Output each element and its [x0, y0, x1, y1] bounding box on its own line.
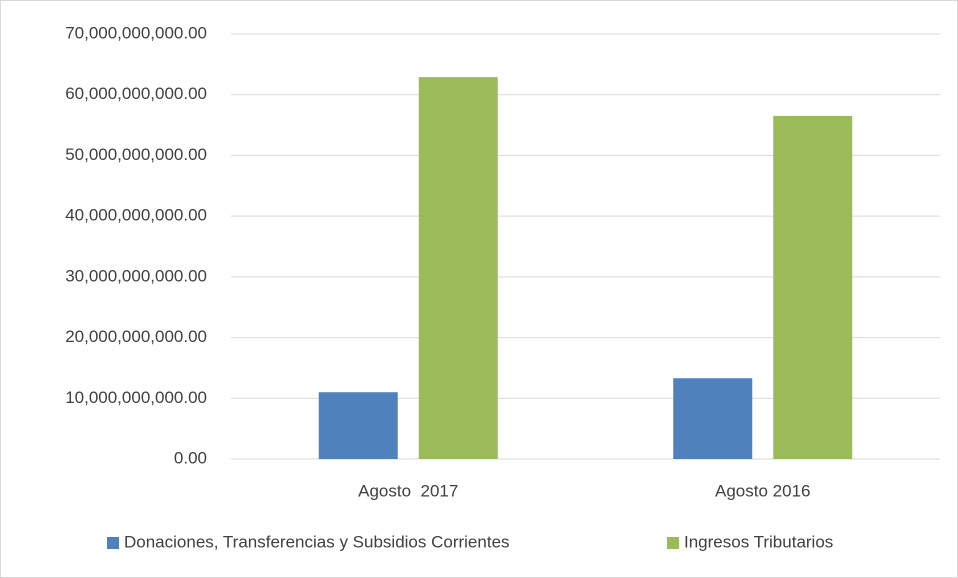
y-tick-label: 50,000,000,000.00: [65, 145, 207, 164]
y-tick-label: 20,000,000,000.00: [65, 327, 207, 346]
legend-label: Ingresos Tributarios: [684, 532, 833, 551]
x-tick-label: Agosto 2017: [358, 481, 458, 500]
x-tick-label: Agosto 2016: [715, 481, 810, 500]
y-tick-label: 40,000,000,000.00: [65, 206, 207, 225]
legend-swatch: [667, 537, 679, 549]
bar: [318, 392, 398, 459]
bar: [673, 378, 753, 459]
y-tick-label: 10,000,000,000.00: [65, 388, 207, 407]
y-tick-label: 60,000,000,000.00: [65, 84, 207, 103]
legend-swatch: [107, 537, 119, 549]
legend-label: Donaciones, Transferencias y Subsidios C…: [124, 532, 510, 551]
bar: [418, 77, 498, 459]
y-tick-label: 30,000,000,000.00: [65, 266, 207, 285]
bar: [773, 115, 853, 459]
y-tick-label: 70,000,000,000.00: [65, 23, 207, 42]
y-tick-label: 0.00: [174, 448, 207, 467]
